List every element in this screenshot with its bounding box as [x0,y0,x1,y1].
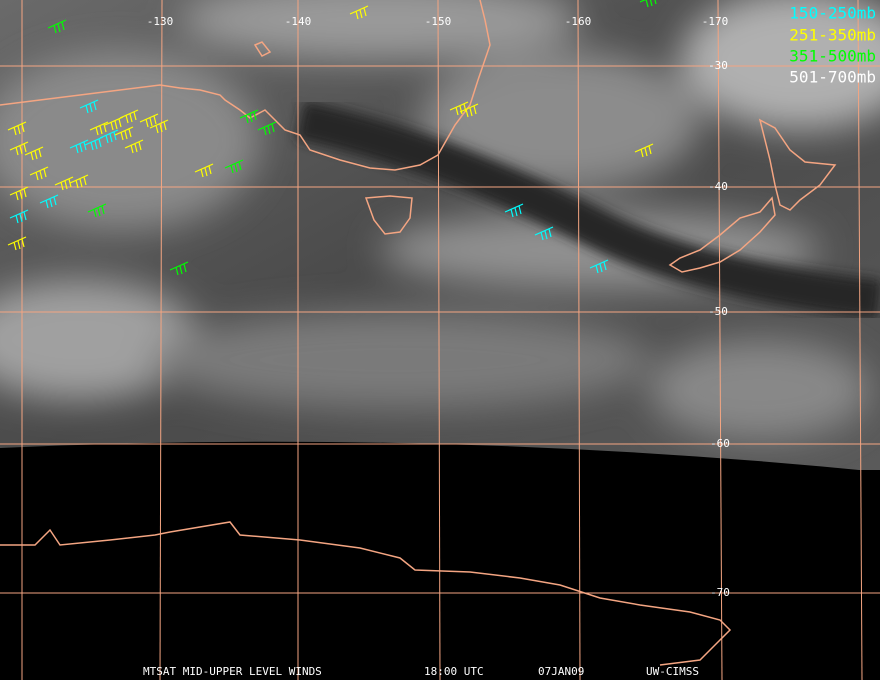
longitude-label: -140 [285,15,312,28]
longitude-labels: -130 -140 -150 -160 -170 [147,15,729,28]
wind-barb [449,101,469,116]
wind-barb [459,103,479,118]
wind-barb [79,99,99,114]
wind-barb [104,116,124,131]
wind-barb [39,194,59,209]
wind-barb [99,129,119,144]
wind-barb [224,159,244,174]
longitude-label: -170 [702,15,729,28]
wind-barb [124,139,144,154]
wind-barb [504,203,524,218]
legend: 150-250mb 251-350mb 351-500mb 501-700mb [789,4,876,87]
wind-barb [9,141,29,156]
footer-source: UW-CIMSS [646,665,699,678]
legend-entry: 501-700mb [789,68,876,87]
footer-time: 18:00 UTC [424,665,484,678]
wind-barb [257,121,277,136]
wind-barb [349,5,369,20]
wind-barb [29,166,49,181]
wind-barb [9,186,29,201]
wind-barb [139,113,159,128]
wind-barb [7,236,27,251]
footer: MTSAT MID-UPPER LEVEL WINDS 18:00 UTC 07… [143,665,699,678]
longitude-label: -130 [147,15,174,28]
longitude-label: -150 [425,15,452,28]
latitude-label: -50 [708,305,728,318]
wind-barbs [7,0,657,276]
latitude-label: -70 [710,586,730,599]
wind-barb [69,174,89,189]
wind-barb [7,121,27,136]
footer-date: 07JAN09 [538,665,584,678]
wind-barb [87,203,107,218]
wind-barb [534,226,554,241]
legend-entry: 251-350mb [789,26,876,45]
latitude-label: -40 [708,180,728,193]
wind-barb [24,146,44,161]
legend-entry: 150-250mb [789,4,876,23]
wind-barb [114,126,134,141]
wind-barb [634,143,654,158]
wind-barb [69,139,89,154]
latitude-label: -30 [708,59,728,72]
wind-barb [239,109,259,124]
longitude-label: -160 [565,15,592,28]
wind-barb [119,109,139,124]
wind-barb [84,136,104,151]
wind-barb [47,19,67,34]
wind-barb [89,121,109,136]
wind-barb [194,163,214,178]
latitude-labels: -30 -40 -50 -60 -70 [708,59,730,599]
latitude-label: -60 [710,437,730,450]
wind-barb [149,119,169,134]
footer-title: MTSAT MID-UPPER LEVEL WINDS [143,665,322,678]
wind-barb [169,261,189,276]
wind-barb [589,259,609,274]
legend-entry: 351-500mb [789,47,876,66]
wind-barb [9,209,29,224]
